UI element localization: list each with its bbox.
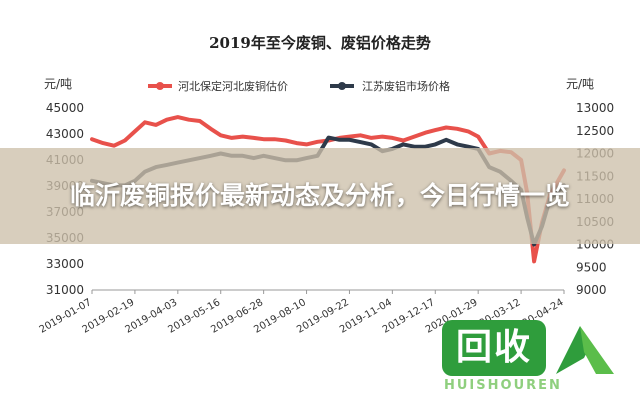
chart-legend: 河北保定河北废铜估价 江苏废铝市场价格 xyxy=(148,79,450,93)
logo-pinyin: HUISHOUREN xyxy=(444,378,562,393)
site-logo: 回收 HUISHOUREN xyxy=(432,318,632,398)
left-tick-label: 33000 xyxy=(46,257,84,271)
right-axis-unit: 元/吨 xyxy=(566,77,594,91)
headline-text: 临沂废铜报价最新动态及分析，今日行情一览 xyxy=(69,181,570,210)
left-axis-unit: 元/吨 xyxy=(44,77,72,91)
left-tick-label: 43000 xyxy=(46,127,84,141)
left-tick-label: 31000 xyxy=(46,283,84,297)
logo-text: 回收 xyxy=(442,320,546,376)
legend-marker-1 xyxy=(156,82,164,90)
left-tick-label: 45000 xyxy=(46,101,84,115)
legend-label-1: 河北保定河北废铜估价 xyxy=(178,79,288,93)
leaf-logo-icon xyxy=(556,326,614,374)
legend-label-2: 江苏废铝市场价格 xyxy=(362,79,450,93)
right-tick-label: 13000 xyxy=(576,101,614,115)
headline-banner: 临沂废铜报价最新动态及分析，今日行情一览 xyxy=(0,148,640,244)
right-tick-label: 12500 xyxy=(576,124,614,138)
right-tick-label: 9500 xyxy=(576,260,607,274)
right-tick-label: 9000 xyxy=(576,283,607,297)
legend-marker-2 xyxy=(338,82,346,90)
chart-title: 2019年至今废铜、废铝价格走势 xyxy=(209,34,431,52)
